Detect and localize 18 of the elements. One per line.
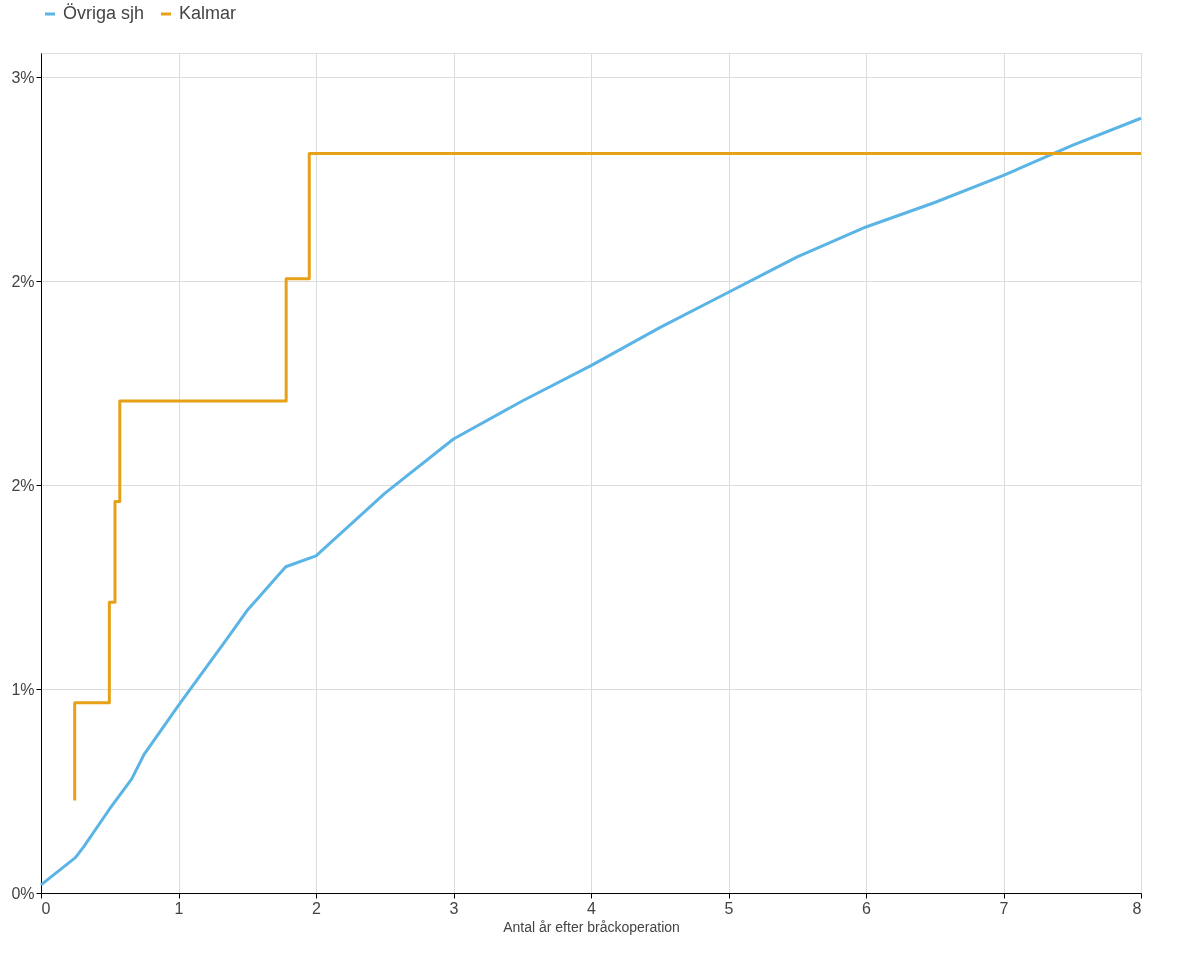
- x-tick-label: 6: [862, 899, 872, 917]
- x-tick-label: 3: [449, 899, 459, 917]
- y-tick-label: 2%: [11, 476, 35, 494]
- x-tick-label: 1: [174, 899, 184, 917]
- x-tick-label: 0: [41, 899, 51, 917]
- legend-label: Övriga sjh: [63, 3, 145, 23]
- line-series: [39, 116, 1143, 887]
- x-tick-label: 4: [587, 899, 597, 917]
- x-tick-label: 2: [312, 899, 322, 917]
- x-tick-label: 8: [1132, 899, 1142, 917]
- legend-label: Kalmar: [179, 3, 237, 23]
- x-axis-title: Antal år efter bråckoperation: [503, 918, 680, 935]
- y-tick-label: 2%: [11, 272, 35, 290]
- y-tick-label: 0%: [11, 884, 35, 902]
- y-tick-label: 3%: [11, 68, 35, 86]
- x-tick-label: 5: [724, 899, 734, 917]
- y-tick-label: 1%: [11, 680, 35, 698]
- x-tick-label: 7: [999, 899, 1009, 917]
